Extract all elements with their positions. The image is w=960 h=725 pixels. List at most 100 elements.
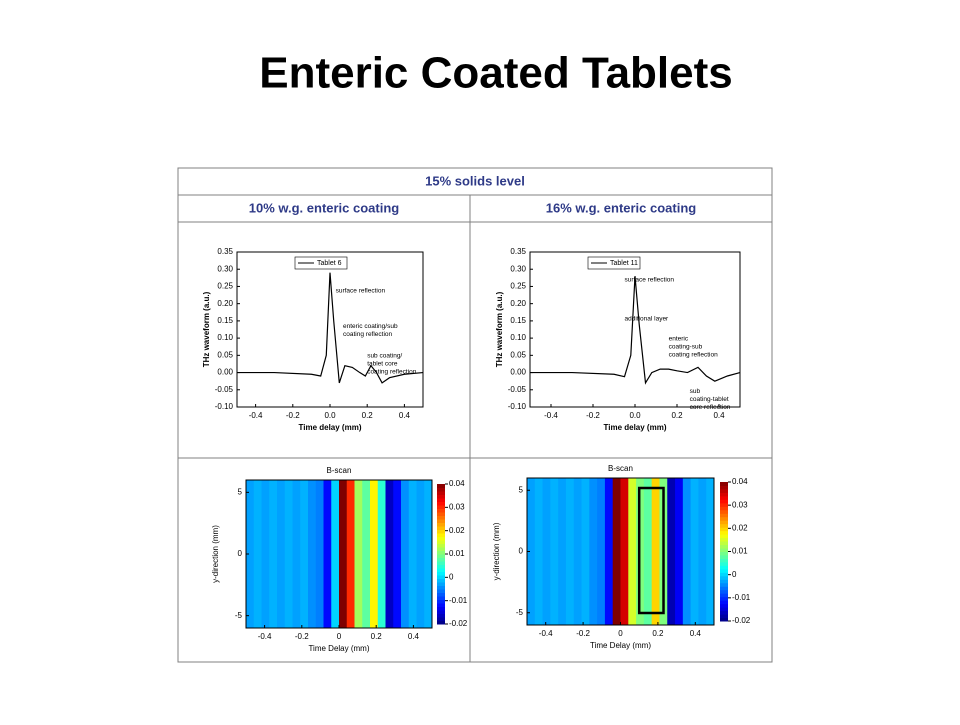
y-tick-label: 0.20 (217, 299, 233, 308)
chart-title: B-scan (608, 464, 633, 473)
y-axis-label: THz waveform (a.u.) (202, 291, 211, 367)
colorbar-label: 0 (732, 570, 737, 579)
annotation: enteric (669, 336, 689, 343)
colorbar-label: 0.04 (732, 477, 748, 486)
colorbar-step (720, 485, 728, 490)
colorbar-step (720, 516, 728, 521)
annotation: core reflection (690, 404, 731, 411)
y-tick-label: 0.15 (217, 316, 233, 325)
y-tick-label: 0.20 (510, 299, 526, 308)
y-tick-label: 0.35 (510, 247, 526, 256)
heat-cell (393, 480, 402, 628)
y-tick-label: 0.30 (510, 264, 526, 273)
heat-cell (589, 478, 598, 625)
legend-label: Tablet 6 (317, 260, 342, 267)
heat-cell (346, 480, 355, 628)
colorbar-step (720, 509, 728, 514)
colorbar-step (437, 536, 445, 541)
colorbar-step (437, 613, 445, 618)
colorbar-step (720, 610, 728, 615)
colorbar-step (720, 492, 728, 497)
heat-cell (269, 480, 278, 628)
heat-cell (246, 480, 255, 628)
colorbar-step (437, 515, 445, 520)
x-tick-label: 0.0 (629, 411, 641, 420)
x-tick-label: 0.0 (324, 411, 336, 420)
column-header: 16% w.g. enteric coating (546, 200, 697, 215)
colorbar-step (720, 530, 728, 535)
x-tick-label: -0.2 (576, 629, 590, 638)
y-tick-label: 0.05 (510, 350, 526, 359)
colorbar-step (720, 575, 728, 580)
heat-cell (377, 480, 386, 628)
colorbar-step (720, 520, 728, 525)
heat-cell (253, 480, 262, 628)
heat-cell (597, 478, 606, 625)
colorbar-step (437, 561, 445, 565)
heat-cell (331, 480, 340, 628)
x-axis-label: Time delay (mm) (604, 423, 667, 432)
y-tick-label: -0.10 (508, 402, 527, 411)
colorbar-label: -0.01 (732, 593, 751, 602)
colorbar-label: 0.01 (449, 549, 465, 558)
heat-cell (698, 478, 707, 625)
colorbar-step (437, 550, 445, 555)
heat-cell (558, 478, 567, 625)
colorbar-step (437, 617, 445, 621)
colorbar-step (720, 534, 728, 539)
colorbar-label: -0.02 (732, 616, 751, 625)
plot-frame (529, 251, 741, 408)
annotation: sub coating/ (367, 353, 402, 360)
heat-cell (651, 478, 660, 625)
heat-cell (690, 478, 699, 625)
colorbar-step (437, 529, 445, 534)
annotation: tablet core (367, 361, 398, 368)
x-tick-label: -0.4 (258, 632, 272, 641)
heat-cell (323, 480, 332, 628)
colorbar-step (437, 582, 445, 586)
colorbar-step (720, 551, 728, 556)
annotation: coating reflection (669, 352, 719, 359)
colorbar-step (437, 599, 445, 604)
heat-cell (682, 478, 692, 625)
x-tick-label: 0 (337, 632, 342, 641)
heat-cell (643, 478, 653, 625)
x-tick-label: -0.4 (544, 411, 558, 420)
y-tick-label: 0.00 (510, 368, 526, 377)
colorbar-step (720, 554, 728, 559)
heat-cell (300, 480, 309, 628)
y-tick-label: 0.35 (217, 247, 233, 256)
heat-cell (339, 480, 348, 628)
heat-cell (581, 478, 590, 625)
heat-cell (284, 480, 293, 628)
annotation: sub (690, 388, 701, 395)
x-tick-label: 0.2 (362, 411, 374, 420)
plot-frame (236, 251, 424, 408)
y-tick-label: -0.05 (508, 385, 527, 394)
colorbar-step (720, 614, 728, 619)
colorbar-step (437, 487, 445, 492)
colorbar-step (437, 589, 445, 593)
colorbar-step (720, 617, 728, 622)
x-tick-label: 0.2 (671, 411, 683, 420)
y-tick-label: 0.00 (217, 368, 233, 377)
colorbar-step (437, 498, 445, 502)
y-tick-label: 0.25 (217, 282, 233, 291)
heat-cell (565, 478, 575, 625)
colorbar-step (437, 519, 445, 523)
x-axis-label: Time delay (mm) (299, 423, 362, 432)
heat-cell (527, 478, 536, 625)
colorbar-step (720, 548, 728, 552)
y-axis-label: y-direction (mm) (492, 522, 501, 580)
colorbar-step (720, 589, 728, 594)
colorbar-step (437, 603, 445, 607)
x-tick-label: 0 (618, 629, 623, 638)
y-tick-label: -5 (235, 611, 243, 620)
y-tick-label: -5 (516, 608, 524, 617)
y-tick-label: 0.15 (510, 316, 526, 325)
colorbar-step (437, 505, 445, 509)
heat-cell (612, 478, 621, 625)
x-tick-label: 0.4 (690, 629, 702, 638)
colorbar-step (720, 607, 728, 612)
legend-box (294, 256, 348, 270)
